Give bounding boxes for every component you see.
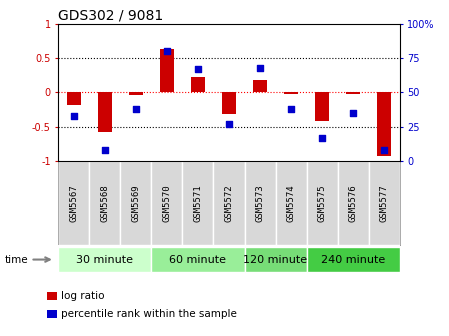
Text: 120 minute: 120 minute: [243, 255, 308, 264]
FancyBboxPatch shape: [89, 161, 120, 245]
FancyBboxPatch shape: [58, 247, 151, 272]
Text: GSM5570: GSM5570: [163, 184, 172, 222]
FancyBboxPatch shape: [307, 247, 400, 272]
Text: GSM5575: GSM5575: [317, 184, 326, 222]
Point: [101, 148, 109, 153]
Bar: [315, 92, 329, 121]
Point: [256, 65, 264, 70]
Point: [225, 121, 233, 127]
Bar: [346, 92, 360, 94]
Text: GDS302 / 9081: GDS302 / 9081: [58, 8, 163, 23]
Point: [70, 113, 78, 119]
Text: GSM5574: GSM5574: [286, 184, 295, 222]
Text: log ratio: log ratio: [61, 291, 104, 301]
Text: GSM5573: GSM5573: [255, 184, 264, 222]
FancyBboxPatch shape: [213, 161, 245, 245]
FancyBboxPatch shape: [338, 161, 369, 245]
Bar: [160, 49, 174, 92]
Bar: [222, 92, 236, 115]
FancyBboxPatch shape: [120, 161, 151, 245]
Text: GSM5568: GSM5568: [101, 184, 110, 222]
Bar: [284, 92, 298, 94]
FancyBboxPatch shape: [276, 161, 307, 245]
Bar: [129, 92, 143, 95]
Text: GSM5576: GSM5576: [348, 184, 357, 222]
FancyBboxPatch shape: [245, 247, 307, 272]
Point: [380, 148, 387, 153]
Text: 30 minute: 30 minute: [76, 255, 133, 264]
FancyBboxPatch shape: [182, 161, 213, 245]
Bar: [98, 92, 112, 132]
Bar: [377, 92, 391, 157]
Text: GSM5571: GSM5571: [194, 184, 202, 222]
Text: 60 minute: 60 minute: [169, 255, 226, 264]
FancyBboxPatch shape: [151, 161, 182, 245]
FancyBboxPatch shape: [369, 161, 400, 245]
Bar: [191, 77, 205, 92]
Point: [349, 110, 357, 116]
Text: GSM5577: GSM5577: [379, 184, 388, 222]
FancyBboxPatch shape: [151, 247, 245, 272]
FancyBboxPatch shape: [245, 161, 276, 245]
Text: GSM5572: GSM5572: [224, 184, 233, 222]
Point: [194, 66, 202, 72]
Text: GSM5567: GSM5567: [70, 184, 79, 222]
Bar: [67, 92, 81, 105]
Text: GSM5569: GSM5569: [132, 184, 141, 222]
Bar: [253, 80, 267, 92]
Point: [132, 106, 140, 112]
FancyBboxPatch shape: [58, 161, 89, 245]
FancyBboxPatch shape: [307, 161, 338, 245]
Point: [287, 106, 295, 112]
Text: time: time: [4, 255, 28, 264]
Point: [163, 48, 171, 54]
Text: percentile rank within the sample: percentile rank within the sample: [61, 309, 237, 319]
Text: 240 minute: 240 minute: [321, 255, 385, 264]
Point: [318, 135, 326, 140]
